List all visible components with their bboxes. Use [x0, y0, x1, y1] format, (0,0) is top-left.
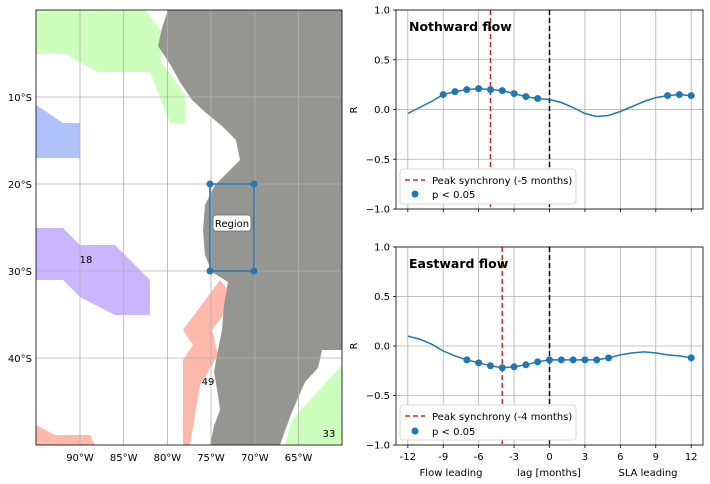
- significant-point: [510, 90, 518, 98]
- significant-point: [675, 91, 683, 99]
- significant-point: [486, 86, 494, 94]
- significant-point: [463, 356, 471, 364]
- x-tick-label: -3: [509, 452, 519, 463]
- chart-eastward: −1.0 −0.5 0.0 0.5 1.0 -12 -9 -6 -3 0 3 6 9 12 Eastwa…: [349, 243, 704, 479]
- legend-peak-label: Peak synchrony (-4 months): [432, 412, 572, 423]
- x-axis-right-label: SLA leading: [618, 468, 677, 479]
- map-zone-purple: [36, 228, 150, 315]
- y-tick-label: 1.0: [374, 243, 390, 254]
- chart-legend: Peak synchrony (-5 months) p < 0.05: [399, 168, 577, 205]
- significant-point: [687, 92, 695, 100]
- significant-points: [439, 85, 695, 103]
- map-lat-tick: 30°S: [8, 267, 32, 278]
- y-tick-label: −0.5: [366, 155, 390, 166]
- map-lon-tick: 80°W: [154, 453, 182, 464]
- y-tick-label: 1.0: [374, 6, 390, 17]
- map-panel: Region 18 49 33 90°W 85°W 80°W 75°W 70°W…: [8, 9, 343, 464]
- map-region-box: [206, 180, 258, 275]
- legend-significance-swatch: [411, 427, 419, 435]
- significant-point: [534, 95, 542, 103]
- x-tick-labels: -12 -9 -6 -3 0 3 6 9 12: [400, 445, 698, 463]
- map-zone-green-south: [285, 365, 342, 445]
- y-tick-label: 0.5: [374, 292, 390, 303]
- map-gridlines: [36, 10, 342, 445]
- legend-significance-label: p < 0.05: [432, 190, 475, 201]
- y-tick-label: 0.0: [374, 105, 390, 116]
- map-lon-tick: 70°W: [241, 453, 269, 464]
- map-lat-tick: 20°S: [8, 180, 32, 191]
- x-axis-label: lag [months]: [517, 468, 581, 479]
- legend-box: [399, 404, 577, 441]
- significant-point: [486, 362, 494, 370]
- significant-point: [498, 364, 506, 372]
- map-lon-tick: 90°W: [66, 453, 94, 464]
- x-tick-label: -6: [474, 452, 484, 463]
- significant-point: [687, 354, 695, 362]
- zone-label-49: 49: [202, 377, 215, 388]
- legend-box: [399, 168, 577, 205]
- map-lon-tick: 75°W: [197, 453, 225, 464]
- significant-point: [534, 358, 542, 366]
- x-tick-label: 0: [546, 452, 552, 463]
- significant-point: [522, 93, 530, 101]
- map-lat-tick: 10°S: [8, 93, 32, 104]
- map-zone-salmon: [183, 280, 236, 445]
- map-frame: [35, 9, 343, 446]
- legend-significance-label: p < 0.05: [432, 427, 475, 438]
- x-tick-label: 9: [653, 452, 659, 463]
- significant-point: [546, 356, 553, 364]
- significant-points: [463, 354, 695, 372]
- chart-legend: Peak synchrony (-4 months) p < 0.05: [399, 404, 577, 441]
- x-axis-left-label: Flow leading: [420, 468, 483, 479]
- significant-point: [557, 356, 565, 364]
- x-tick-label: 6: [617, 452, 623, 463]
- significant-point: [522, 361, 530, 369]
- y-tick-labels: −1.0 −0.5 0.0 0.5 1.0: [366, 6, 396, 216]
- y-tick-labels: −1.0 −0.5 0.0 0.5 1.0: [366, 243, 396, 452]
- significant-point: [439, 91, 447, 99]
- map-zone-green-north: [36, 10, 185, 123]
- y-axis-label: R: [349, 342, 360, 349]
- x-tick-marks: [407, 209, 692, 212]
- map-lon-tick: 65°W: [285, 453, 313, 464]
- significant-point: [664, 92, 672, 100]
- y-tick-label: −1.0: [366, 205, 390, 216]
- significant-point: [475, 359, 483, 367]
- map-lat-tick: 40°S: [8, 354, 32, 365]
- region-label: Region: [215, 219, 249, 230]
- chart-title: Nothward flow: [409, 19, 512, 34]
- region-label-box: [212, 214, 252, 232]
- significant-point: [581, 356, 589, 364]
- y-tick-label: 0.5: [374, 55, 390, 66]
- zone-label-33: 33: [323, 429, 336, 440]
- legend-significance-swatch: [411, 190, 419, 198]
- significant-point: [451, 88, 459, 96]
- significant-point: [463, 86, 471, 94]
- y-axis-label: R: [349, 106, 360, 113]
- x-tick-label: 12: [685, 452, 698, 463]
- x-tick-label: -9: [438, 452, 448, 463]
- y-tick-label: 0.0: [374, 342, 390, 353]
- y-tick-label: −1.0: [366, 441, 390, 452]
- legend-peak-label: Peak synchrony (-5 months): [432, 176, 572, 187]
- chart-title: Eastward flow: [409, 256, 509, 271]
- significant-point: [498, 87, 506, 95]
- significant-point: [605, 354, 613, 362]
- significant-point: [510, 363, 518, 371]
- chart-northward: −1.0 −0.5 0.0 0.5 1.0 Nothward flow R Peak s…: [349, 6, 704, 216]
- significant-point: [593, 356, 601, 364]
- map-lon-tick: 85°W: [110, 453, 138, 464]
- zone-label-18: 18: [80, 255, 93, 266]
- y-tick-label: −0.5: [366, 391, 390, 402]
- significant-point: [569, 356, 577, 364]
- x-tick-label: -12: [400, 452, 416, 463]
- map-zone-blue: [36, 105, 80, 158]
- x-tick-label: 3: [582, 452, 588, 463]
- significant-point: [475, 85, 483, 93]
